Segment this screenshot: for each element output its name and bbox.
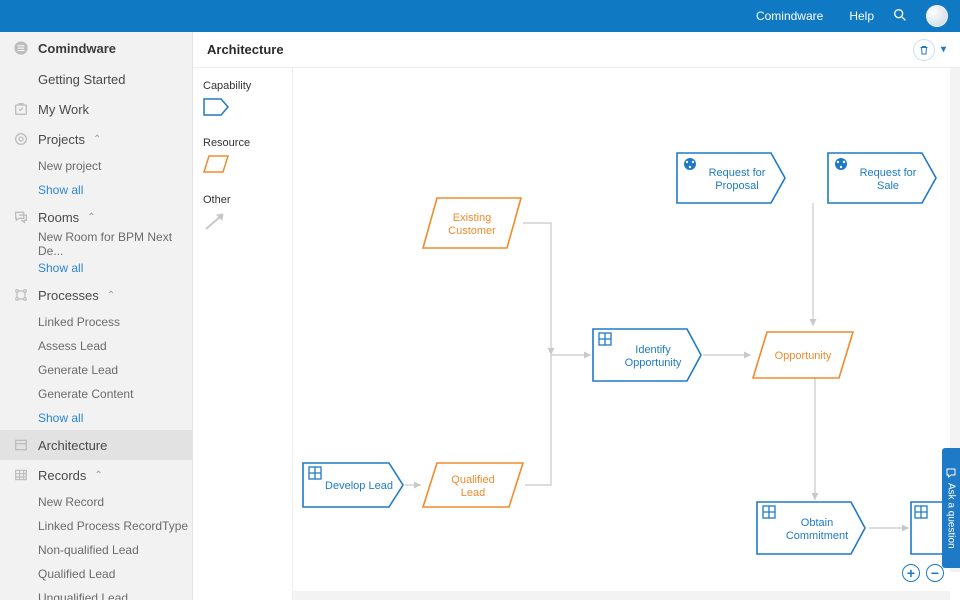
horizontal-scrollbar[interactable] [293, 591, 950, 600]
sidebar-subitem[interactable]: Show all [0, 178, 192, 202]
projects-icon [12, 130, 30, 148]
sidebar-item-getting-started[interactable]: Getting Started [0, 64, 192, 94]
sidebar-subitem[interactable]: New Record [0, 490, 192, 514]
svg-text:Qualified: Qualified [451, 474, 494, 486]
svg-text:Sale: Sale [877, 180, 899, 192]
svg-text:Obtain: Obtain [801, 517, 833, 529]
sidebar-item-my-work[interactable]: My Work [0, 94, 192, 124]
sidebar-product[interactable]: Comindware [0, 32, 192, 64]
sidebar-item-processes[interactable]: Processes ⌃ [0, 280, 192, 310]
sidebar-subitem[interactable]: Unqualified Lead [0, 586, 192, 600]
svg-text:Lead: Lead [461, 487, 485, 499]
svg-text:Develop Lead: Develop Lead [325, 480, 393, 492]
sidebar-subitem[interactable]: Linked Process [0, 310, 192, 334]
svg-text:Identify: Identify [635, 344, 671, 356]
sidebar-item-records[interactable]: Records ⌃ [0, 460, 192, 490]
ask-question-label: Ask a question [946, 483, 957, 549]
rooms-icon [12, 208, 30, 226]
getting-started-icon [12, 70, 30, 88]
sidebar-subitem[interactable]: Qualified Lead [0, 562, 192, 586]
mywork-icon [12, 100, 30, 118]
caret-icon: ⌃ [87, 212, 95, 223]
zoom-in-button[interactable]: + [902, 564, 920, 582]
header-dropdown-caret-icon[interactable]: ▾ [941, 44, 946, 55]
sidebar-product-label: Comindware [38, 41, 116, 56]
caret-icon: ⌃ [94, 470, 102, 481]
svg-text:Customer: Customer [448, 225, 496, 237]
zoom-out-button[interactable]: − [926, 564, 944, 582]
caret-icon: ⌃ [107, 290, 115, 301]
page-header: Architecture ▾ [193, 32, 960, 68]
palette-label: Other [203, 194, 282, 206]
sidebar-subitem[interactable]: Generate Lead [0, 358, 192, 382]
processes-icon [12, 286, 30, 304]
palette-label: Capability [203, 80, 282, 92]
sidebar-item-rooms[interactable]: Rooms ⌃ [0, 202, 192, 232]
ask-question-tab[interactable]: Ask a question [942, 448, 960, 568]
palette-shape-para[interactable] [203, 155, 282, 176]
sidebar-subitem[interactable]: Assess Lead [0, 334, 192, 358]
svg-text:Existing: Existing [453, 212, 492, 224]
svg-text:Proposal: Proposal [715, 180, 758, 192]
top-bar: Comindware Help [0, 0, 960, 32]
architecture-icon [12, 436, 30, 454]
help-link[interactable]: Help [849, 9, 874, 23]
records-icon [12, 466, 30, 484]
sidebar-item-projects[interactable]: Projects ⌃ [0, 124, 192, 154]
svg-text:Opportunity: Opportunity [625, 357, 682, 369]
avatar[interactable] [926, 5, 948, 27]
main-area: Architecture ▾ Capability Resource Other E… [193, 32, 960, 600]
palette-shape-arrow[interactable] [203, 212, 282, 235]
top-brand[interactable]: Comindware [756, 9, 823, 23]
sidebar-subitem[interactable]: Linked Process RecordType [0, 514, 192, 538]
caret-icon: ⌃ [93, 134, 101, 145]
sidebar-item-architecture[interactable]: Architecture [0, 430, 192, 460]
svg-text:Request for: Request for [709, 167, 766, 179]
sidebar-subitem[interactable]: New project [0, 154, 192, 178]
sidebar: Comindware Getting StartedMy WorkProject… [0, 32, 193, 600]
palette-shape-hex[interactable] [203, 98, 282, 119]
palette-label: Resource [203, 137, 282, 149]
svg-text:Opportunity: Opportunity [775, 350, 832, 362]
sidebar-subitem[interactable]: Generate Content [0, 382, 192, 406]
diagram-canvas[interactable]: ExistingCustomer Develop Lead QualifiedLea… [293, 68, 960, 600]
page-title: Architecture [207, 42, 284, 57]
shape-palette: Capability Resource Other [193, 68, 293, 600]
svg-text:Request for: Request for [860, 167, 917, 179]
svg-text:Commitment: Commitment [786, 530, 848, 542]
sidebar-subitem[interactable]: Show all [0, 256, 192, 280]
sidebar-subitem[interactable]: New Room for BPM Next De... [0, 232, 192, 256]
sidebar-subitem[interactable]: Show all [0, 406, 192, 430]
sidebar-subitem[interactable]: Non-qualified Lead [0, 538, 192, 562]
search-icon[interactable] [892, 7, 908, 26]
menu-icon [12, 39, 30, 57]
delete-button[interactable] [913, 39, 935, 61]
